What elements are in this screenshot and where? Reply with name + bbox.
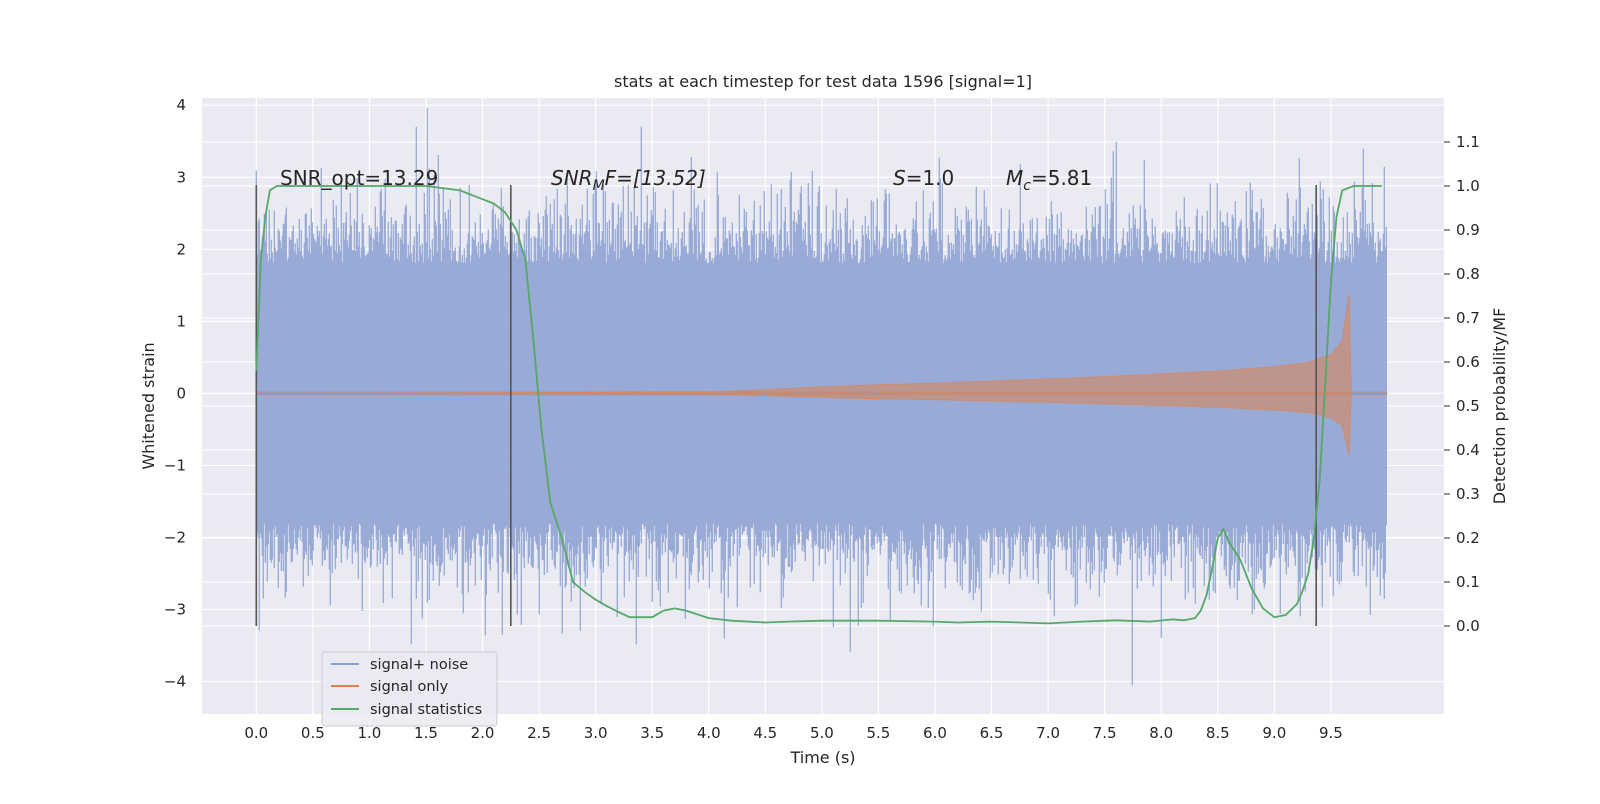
legend-box <box>321 651 498 727</box>
y-right-tick-label-9: 0.2 <box>1456 529 1480 547</box>
legend-label-signal-statistics: signal statistics <box>370 702 482 718</box>
legend: signal+ noise signal only signal statist… <box>321 651 498 727</box>
x-tick-label-1: 0.5 <box>301 724 325 742</box>
series-signal-only <box>256 293 1388 456</box>
signal-envelope <box>256 293 1388 456</box>
x-tick-label-8: 4.0 <box>697 724 721 742</box>
x-tick-label-5: 2.5 <box>527 724 551 742</box>
annotation-snr-mf-base: SNR <box>551 166 593 190</box>
y-right-tick-label-8: 0.3 <box>1456 485 1480 503</box>
x-tick-label-14: 7.0 <box>1036 724 1060 742</box>
annotation-mc-value: Mc=5.81 <box>1006 166 1092 194</box>
annotation-snr-mf-sub: M <box>593 178 605 194</box>
annotation-snr-opt: SNR_opt=13.29 <box>280 166 438 190</box>
y-left-tick-label-5: −1 <box>164 456 186 474</box>
x-tick-label-2: 1.0 <box>357 724 381 742</box>
annotation-s-value: S=1.0 <box>893 166 954 190</box>
y-left-tick-label-3: 1 <box>176 312 186 330</box>
x-tick-label-6: 3.0 <box>584 724 608 742</box>
annotation-mc-sub: c <box>1023 178 1031 194</box>
y-right-tick-label-7: 0.4 <box>1456 441 1480 459</box>
y-left-tick-label-1: 3 <box>176 168 186 186</box>
x-tick-label-9: 4.5 <box>753 724 777 742</box>
x-tick-label-18: 9.0 <box>1262 724 1286 742</box>
y-right-tick-label-2: 0.9 <box>1456 221 1480 239</box>
y-right-tick-label-5: 0.6 <box>1456 353 1480 371</box>
x-tick-label-13: 6.5 <box>980 724 1004 742</box>
tick-labels: 0.0 0.5 1.0 1.5 2.0 2.5 3.0 3.5 4.0 4.5 5.0 5.5 6.0 6… <box>164 96 1480 742</box>
y-left-tick-label-8: −4 <box>164 673 186 691</box>
y-right-tick-label-4: 0.7 <box>1456 309 1480 327</box>
annotation-snr-mf: SNRMF=[13.52] <box>551 166 706 194</box>
x-tick-label-11: 5.5 <box>866 724 890 742</box>
annotation-s-base: S <box>893 166 906 190</box>
x-tick-label-16: 8.0 <box>1149 724 1173 742</box>
y-right-tick-label-3: 0.8 <box>1456 265 1480 283</box>
y-left-tick-label-0: 4 <box>176 96 186 114</box>
y-left-tick-label-7: −3 <box>164 601 186 619</box>
y-right-tick-label-10: 0.1 <box>1456 573 1480 591</box>
y-right-tick-label-6: 0.5 <box>1456 397 1480 415</box>
y-axis-label-right: Detection probability/MF <box>1490 308 1509 505</box>
vertical-markers <box>255 185 1317 626</box>
y-axis-label-left: Whitened strain <box>139 342 158 469</box>
annotation-s-rest: =1.0 <box>906 166 955 190</box>
legend-label-signal-noise: signal+ noise <box>370 657 468 673</box>
x-axis-label: Time (s) <box>789 748 855 767</box>
x-tick-label-3: 1.5 <box>414 724 438 742</box>
annotation-mc-rest: =5.81 <box>1031 166 1092 190</box>
x-tick-label-4: 2.0 <box>471 724 495 742</box>
y-left-tick-label-4: 0 <box>176 384 186 402</box>
y-left-tick-label-6: −2 <box>164 528 186 546</box>
x-tick-label-7: 3.5 <box>640 724 664 742</box>
y-right-tick-label-11: 0.0 <box>1456 617 1480 635</box>
y-right-tick-label-0: 1.1 <box>1456 133 1480 151</box>
x-tick-label-12: 6.0 <box>923 724 947 742</box>
y-right-tick-label-1: 1.0 <box>1456 177 1480 195</box>
x-tick-label-10: 5.0 <box>810 724 834 742</box>
chart-title: stats at each timestep for test data 159… <box>614 72 1032 91</box>
annotation-mc-base: M <box>1006 166 1023 190</box>
y-left-tick-label-2: 2 <box>176 240 186 258</box>
series-signal-statistics <box>255 185 1382 625</box>
stats-line <box>255 185 1382 625</box>
x-tick-label-19: 9.5 <box>1319 724 1343 742</box>
x-tick-label-0: 0.0 <box>244 724 268 742</box>
legend-label-signal-only: signal only <box>370 679 449 695</box>
x-tick-label-15: 7.5 <box>1093 724 1117 742</box>
x-tick-label-17: 8.5 <box>1206 724 1230 742</box>
annotation-snr-mf-rest: F=[13.52] <box>605 166 706 190</box>
